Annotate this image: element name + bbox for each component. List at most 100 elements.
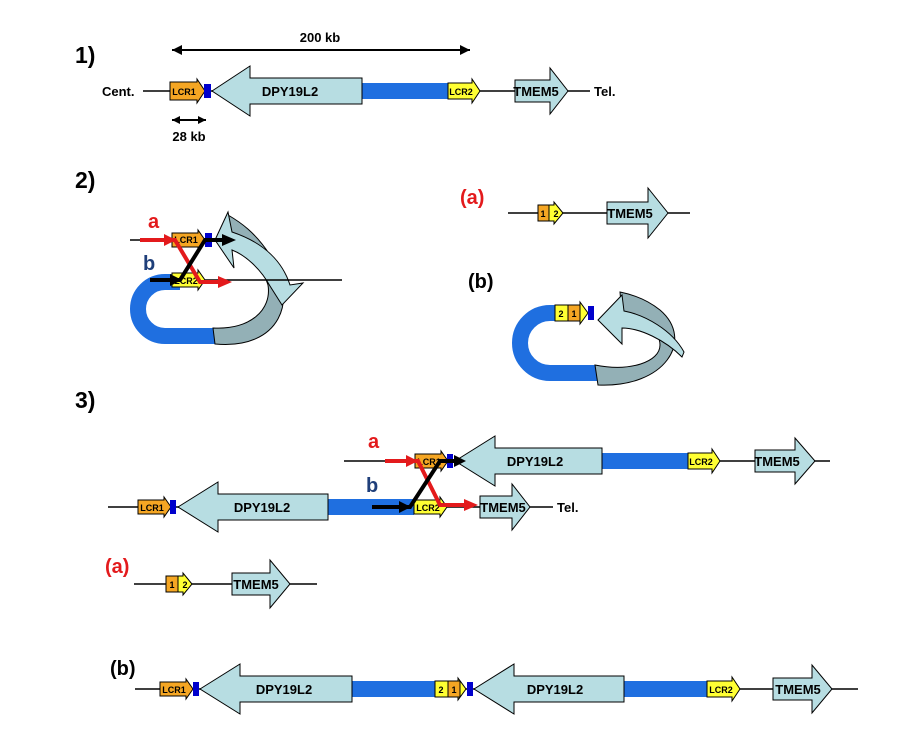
circle-lcr-2: 2 [558, 309, 563, 319]
p3-product-a-tmem5-arrow [231, 558, 291, 610]
p3-product-b-blue-1 [350, 681, 435, 697]
p3-crossover-red-arrowhead-2 [464, 499, 478, 511]
lower-junction-marker [170, 500, 176, 514]
p3-crossover-red-arrowhead-1 [406, 455, 418, 467]
p3-crossover-black-arrowhead-2 [454, 455, 466, 467]
p3-product-b-lcr1-label: LCR1 [162, 685, 186, 695]
upper-dpy19l2-arrow [454, 435, 603, 487]
lower-lcr2-label: LCR2 [416, 503, 440, 513]
product-a-lcr1-part [537, 204, 550, 222]
p3-product-b-dpy19l2-2 [473, 663, 625, 715]
panel-3: 3) LCR1 DPY19L2 LCR2 TMEM5 LCR1 DPY19L2 … [75, 387, 858, 715]
product-a-lcr-2: 2 [553, 209, 558, 219]
scale-200kb-label: 200 kb [300, 30, 341, 45]
crossover-red-arrowhead-2 [218, 276, 232, 288]
scale-28kb-arrowhead-right [198, 116, 206, 124]
panel-2-label: 2) [75, 167, 95, 193]
crossover-red-arrowhead-1 [164, 234, 176, 246]
lower-tmem5-arrow [479, 482, 531, 532]
dpy19l2-gene-arrow [211, 65, 363, 117]
upper-dpy19l2-label: DPY19L2 [507, 454, 563, 469]
p3-product-b-blue-2 [622, 681, 707, 697]
upper-intergenic-region [600, 453, 688, 469]
p3-crossover-black-arrowhead-1 [399, 501, 411, 513]
lcr2-label: LCR2 [449, 87, 473, 97]
p3-product-b-hybrid-2: 2 [438, 685, 443, 695]
loop-blue-region [130, 274, 215, 344]
p3-product-a-lcr-2: 2 [182, 580, 187, 590]
p3-product-b-lcr1-arrow [159, 677, 194, 701]
product-a-lcr-1: 1 [540, 209, 545, 219]
panel-1: 1) 200 kb Cent. Tel. LCR1 DPY19L2 LCR2 T… [75, 30, 615, 144]
p3-crossover-red-path [385, 459, 468, 507]
panel-1-label: 1) [75, 42, 95, 68]
circle-junction-marker [588, 306, 594, 320]
circle-blue-region [512, 305, 598, 381]
crossover-red-path [140, 238, 222, 284]
upper-lcr2-arrow [687, 447, 721, 475]
p3-product-a-lcr-1: 1 [169, 580, 174, 590]
upper-tmem5-label: TMEM5 [754, 454, 800, 469]
p3-product-a-lcr1-part [165, 575, 179, 593]
p3-product-b-junction-1 [193, 682, 199, 696]
crossover-label-b: b [143, 253, 155, 275]
p3-crossover-label-b: b [366, 475, 378, 497]
panel-3-label: 3) [75, 387, 95, 413]
product-a-tmem5-label: TMEM5 [607, 206, 653, 221]
lcr1-label: LCR1 [172, 87, 196, 97]
p3-product-b-lcr2-arrow [706, 675, 741, 703]
scale-200kb-arrowhead-left [172, 45, 182, 55]
lcr2-arrow [447, 77, 481, 105]
crossover-label-a: a [148, 211, 160, 233]
circle-lcr1-part [567, 304, 581, 322]
circle-dpy19l2-head [597, 293, 685, 358]
lower-lcr1-arrow [137, 495, 172, 519]
lower-tmem5-label: TMEM5 [480, 500, 526, 515]
p3-crossover-label-a: a [368, 431, 380, 453]
p3-crossover-black-path [372, 459, 458, 509]
lower-telomere-label: Tel. [557, 500, 578, 515]
panel3-product-b-label: (b) [110, 658, 136, 680]
junction-marker [204, 84, 211, 98]
loop-dpy19l2-ribbon [212, 214, 285, 345]
p3-product-a-tmem5-label: TMEM5 [233, 577, 279, 592]
lcr1-arrow [169, 77, 206, 105]
panel2-product-b-label: (b) [468, 271, 494, 293]
scale-200kb-arrowhead-right [460, 45, 470, 55]
p3-product-b-tmem5-arrow [772, 663, 833, 715]
p3-product-b-hybrid-lcr1-part [447, 680, 461, 698]
p3-product-b-tmem5-label: TMEM5 [775, 682, 821, 697]
p3-product-b-dpy19l2-1 [199, 663, 353, 715]
p3-product-b-junction-2 [467, 682, 473, 696]
panel2-product-a-label: (a) [460, 187, 484, 209]
upper-lcr1-label: LCR1 [417, 457, 441, 467]
crossover-black-path [150, 238, 225, 282]
crossover-black-arrowhead-1 [170, 274, 182, 286]
telomere-label: Tel. [594, 84, 615, 99]
p3-product-b-lcr2-label: LCR2 [709, 685, 733, 695]
upper-lcr2-label: LCR2 [689, 457, 713, 467]
p3-product-b-dpy19l2-2-label: DPY19L2 [527, 682, 583, 697]
product-a-tmem5-arrow [606, 186, 669, 240]
lower-dpy19l2-arrow [177, 481, 329, 533]
intergenic-region [360, 83, 448, 99]
lower-lcr1-label: LCR1 [140, 503, 164, 513]
circle-lcr-1: 1 [571, 309, 576, 319]
lower-intergenic-region [326, 499, 414, 515]
panel3-product-a-label: (a) [105, 556, 129, 578]
scale-28kb-arrowhead-left [172, 116, 180, 124]
circle-dpy19l2-ribbon [594, 291, 676, 386]
crossover-black-arrowhead-2 [222, 234, 236, 246]
loop-lcr1-label: LCR1 [174, 235, 198, 245]
tmem5-label: TMEM5 [513, 84, 559, 99]
panel-2: 2) LCR1 LCR2 a b (a) 1 2 TMEM5 [75, 167, 690, 386]
loop-dpy19l2-head [214, 210, 305, 306]
scale-28kb-label: 28 kb [172, 129, 205, 144]
lower-dpy19l2-label: DPY19L2 [234, 500, 290, 515]
centromere-label: Cent. [102, 84, 135, 99]
tmem5-gene-arrow [514, 66, 569, 116]
loop-lcr2-label: LCR2 [174, 276, 198, 286]
p3-product-b-dpy19l2-1-label: DPY19L2 [256, 682, 312, 697]
upper-tmem5-arrow [754, 436, 816, 486]
p3-product-b-hybrid-1: 1 [451, 685, 456, 695]
